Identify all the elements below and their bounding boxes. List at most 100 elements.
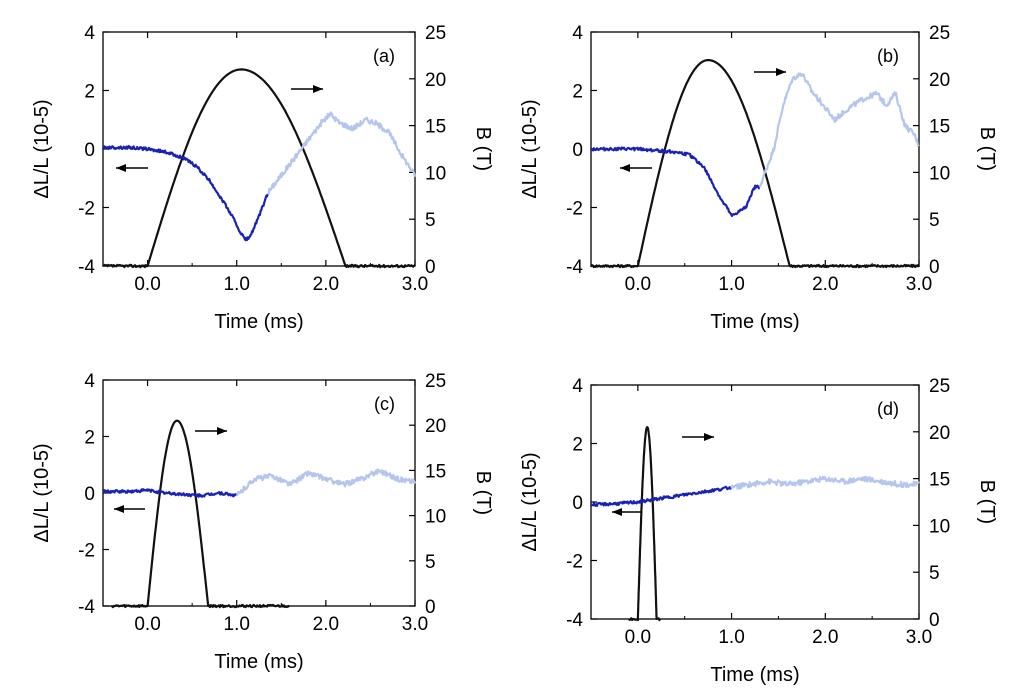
x-tick-label: 3.0 [402,274,428,295]
y-left-tick-label: -4 [78,597,95,618]
left-axis-arrow [116,164,148,172]
x-tick-label: 3.0 [906,627,932,648]
arrow-head [116,164,126,172]
y-left-axis-label: ΔL/L (10-5) [519,452,541,551]
panel-a: 0.0 1.0 2.0 3.0 -4 -2 0 2 4 0 5 10 15 20 25 Time (ms) ΔL… [31,23,494,333]
arrow-head [217,427,227,435]
left-axis-arrow [612,508,642,516]
panel-label: (d) [877,399,899,419]
x-tick-label: 2.0 [812,274,838,295]
arrow-head [704,433,714,441]
x-tick-label: 0.0 [625,274,651,295]
x-axis-label: Time (ms) [214,651,303,673]
y-right-tick-label: 25 [929,376,950,397]
arrow-head [612,508,622,516]
y-right-tick-label: 10 [425,163,446,184]
field-curve [111,419,291,609]
y-left-tick-label: 2 [572,435,583,456]
y-right-tick-label: 10 [425,507,446,528]
y-left-tick-label: 2 [84,82,95,103]
y-right-tick-label: 5 [425,210,436,231]
right-axis-arrow [754,68,786,76]
plot-frame [102,379,416,607]
y-right-tick-label: 0 [929,610,940,631]
x-axis-label: Time (ms) [710,664,799,686]
y-right-tick-label: 15 [425,461,446,482]
y-right-tick-label: 25 [929,23,950,44]
y-right-tick-label: 20 [425,70,446,91]
y-right-tick-label: 10 [929,163,950,184]
y-left-tick-label: 0 [84,484,95,505]
strain-curve-light [730,475,920,490]
y-right-axis-label: B (T) [976,127,998,171]
x-tick-label: 3.0 [402,614,428,635]
strain-curve-light [758,72,920,187]
left-axis-arrow [114,505,145,513]
y-left-tick-label: 0 [572,493,583,514]
strain-curve-dark [101,145,269,242]
right-axis-arrow [195,427,227,435]
y-left-tick-label: 4 [572,23,583,44]
y-left-tick-label: -2 [78,199,95,220]
x-tick-label: 1.0 [224,274,250,295]
y-right-tick-label: 25 [425,23,446,44]
x-tick-label: 1.0 [224,614,250,635]
strain-curve-dark [589,485,732,507]
arrow-head [620,164,630,172]
right-axis-arrow [291,85,323,93]
x-tick-label: 1.0 [718,627,744,648]
y-left-tick-label: -2 [78,541,95,562]
y-left-axis-label: ΔL/L (10-5) [31,443,53,542]
strain-curve-light [267,111,416,196]
y-left-tick-label: 2 [84,428,95,449]
y-right-tick-label: 20 [929,423,950,444]
y-right-axis-label: B (T) [976,480,998,524]
y-right-tick-label: 10 [929,516,950,537]
x-tick-label: 0.0 [134,614,160,635]
field-curve [590,59,920,269]
arrow-head [776,68,786,76]
left-axis-arrow [620,164,652,172]
x-tick-label: 2.0 [812,627,838,648]
strain-curve-light [236,468,417,497]
y-right-tick-label: 15 [929,117,950,138]
y-left-axis-label: ΔL/L (10-5) [31,99,53,198]
x-tick-label: 3.0 [906,274,932,295]
y-right-tick-label: 20 [929,70,950,91]
y-left-tick-label: -4 [78,257,95,278]
x-tick-label: 0.0 [134,274,160,295]
y-right-tick-label: 5 [425,552,436,573]
panel-label: (c) [374,394,395,414]
panel-d: 0.0 1.0 2.0 3.0 -4 -2 0 2 4 0 5 10 15 20 25 Time (ms) ΔL… [519,376,998,686]
strain-curve-dark [589,146,760,218]
field-curve [102,68,416,269]
x-axis-label: Time (ms) [214,311,303,333]
right-axis-arrow [682,433,714,441]
y-left-tick-label: 4 [84,371,95,392]
y-right-tick-label: 20 [425,416,446,437]
y-right-tick-label: 0 [929,257,940,278]
panel-b: 0.0 1.0 2.0 3.0 -4 -2 0 2 4 0 5 10 15 20 25 Time (ms) ΔL… [519,23,998,333]
y-right-tick-label: 0 [425,597,436,618]
y-left-axis-label: ΔL/L (10-5) [519,99,541,198]
y-left-tick-label: 0 [572,140,583,161]
y-right-tick-label: 15 [425,117,446,138]
y-right-axis-label: B (T) [472,127,494,171]
x-tick-label: 1.0 [718,274,744,295]
y-right-tick-label: 15 [929,470,950,491]
y-left-tick-label: 0 [84,140,95,161]
panel-label: (b) [877,46,899,66]
x-tick-label: 0.0 [625,627,651,648]
x-tick-label: 2.0 [313,614,339,635]
arrow-head [313,85,323,93]
x-tick-label: 2.0 [313,274,339,295]
y-left-tick-label: -4 [566,610,583,631]
arrow-head [114,505,124,513]
y-left-tick-label: -4 [566,257,583,278]
y-right-axis-label: B (T) [472,471,494,515]
y-left-tick-label: -2 [566,199,583,220]
strain-curve-dark [102,488,238,498]
x-axis-label: Time (ms) [710,311,799,333]
y-right-tick-label: 5 [929,210,940,231]
